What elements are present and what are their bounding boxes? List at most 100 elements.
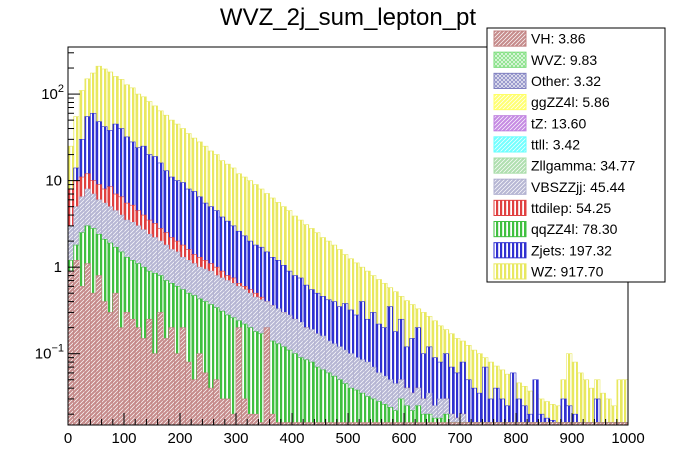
bar-zjets — [510, 372, 517, 426]
bar-vh — [202, 372, 209, 426]
legend-entry-tz: tZ: 13.60 — [531, 115, 586, 131]
bar-zjets — [476, 392, 483, 426]
legend-swatch-other — [493, 72, 527, 90]
bar-qqzz4l — [252, 331, 259, 426]
bar-vh — [263, 327, 270, 426]
bar-vh — [146, 318, 153, 426]
y-tick-label: 1 — [54, 259, 62, 276]
legend-entry-zllgamma: Zllgamma: 34.77 — [531, 158, 635, 174]
bar-zjets — [594, 398, 601, 426]
bar-zjets — [470, 387, 478, 426]
bar-vh — [213, 379, 220, 426]
bar-qqzz4l — [302, 359, 310, 426]
legend-entry-qqzz4l: qqZZ4l: 78.30 — [531, 221, 618, 237]
bar-qqzz4l — [269, 340, 276, 426]
legend-swatch-ttdilep — [493, 199, 527, 217]
bar-qqzz4l — [370, 398, 377, 426]
bar-qqzz4l — [353, 389, 360, 426]
bar-vh — [95, 275, 102, 426]
bar-vh — [252, 413, 259, 426]
legend-swatch-ggzz4l — [493, 94, 527, 111]
bar-zjets — [532, 379, 539, 426]
bar-qqzz4l — [347, 387, 354, 426]
bar-zjets — [487, 398, 494, 426]
bar-qqzz4l — [398, 398, 405, 426]
bar-zjets — [504, 405, 511, 426]
bar-zjets — [515, 398, 522, 426]
x-tick-label: 800 — [503, 430, 528, 447]
bar-qqzz4l — [291, 353, 298, 426]
x-tick-label: 600 — [391, 430, 416, 447]
bar-vh — [140, 338, 147, 426]
bar-vh — [224, 398, 231, 426]
y-tick-label: 10−1 — [35, 343, 64, 363]
y-tick-label: 102 — [41, 83, 64, 103]
bar-vh — [174, 353, 181, 426]
legend-swatch-zjets — [493, 242, 527, 259]
x-tick-label: 400 — [279, 430, 304, 447]
bar-vh — [235, 327, 242, 426]
bar-vh — [230, 413, 237, 426]
bar-zjets — [454, 372, 461, 426]
bar-qqzz4l — [308, 361, 315, 426]
x-tick-label: 900 — [559, 430, 584, 447]
x-tick-label: 300 — [223, 430, 248, 447]
bar-vh — [101, 301, 108, 426]
bar-wz — [588, 387, 595, 426]
bar-zjets — [465, 379, 472, 426]
bar-wz — [622, 379, 629, 426]
x-tick-label: 0 — [64, 430, 72, 447]
bar-vh — [218, 398, 226, 426]
bar-qqzz4l — [414, 405, 422, 426]
x-tick-label: 500 — [335, 430, 360, 447]
bar-qqzz4l — [358, 392, 366, 426]
bar-wz — [577, 372, 584, 426]
legend-swatch-tz — [493, 115, 527, 132]
legend-swatch-wvz — [493, 51, 527, 68]
bar-qqzz4l — [286, 349, 293, 426]
legend-swatch-qqzz4l — [493, 221, 527, 238]
bar-qqzz4l — [230, 317, 237, 426]
bar-qqzz4l — [258, 333, 265, 426]
legend-entry-ggzz4l: ggZZ4l: 5.86 — [531, 94, 610, 110]
bar-vh — [134, 327, 142, 426]
bar-wz — [554, 405, 562, 426]
x-tick-label: 200 — [167, 430, 192, 447]
bar-zjets — [566, 405, 573, 426]
legend-swatch-vbszzjj — [493, 178, 527, 195]
x-tick-label: 1000 — [611, 430, 644, 447]
bar-qqzz4l — [403, 405, 410, 426]
bar-qqzz4l — [336, 379, 343, 426]
bar-qqzz4l — [297, 357, 304, 426]
legend-swatch-wz — [493, 263, 527, 280]
bar-zjets — [521, 405, 528, 426]
bar-vh — [123, 312, 130, 426]
legend-swatch-vh — [493, 30, 527, 47]
x-tick-label: 100 — [111, 430, 136, 447]
bar-vh — [73, 260, 80, 426]
legend-box — [486, 27, 666, 283]
bar-wz — [599, 392, 606, 426]
bar-qqzz4l — [314, 366, 321, 426]
bar-vh — [269, 413, 276, 426]
legend-entry-ttdilep: ttdilep: 54.25 — [531, 200, 611, 216]
bar-qqzz4l — [325, 372, 332, 426]
bar-qqzz4l — [342, 383, 349, 426]
bar-vh — [118, 327, 125, 426]
legend-entry-vh: VH: 3.86 — [531, 31, 586, 47]
legend-entry-vbszzjj: VBSZZjj: 45.44 — [531, 179, 625, 195]
y-axis: 102 10 1 10−1 — [35, 52, 80, 415]
bar-zjets — [498, 398, 506, 426]
bar-qqzz4l — [381, 404, 388, 426]
bar-vh — [67, 270, 74, 426]
bar-qqzz4l — [280, 346, 287, 426]
bar-qqzz4l — [319, 369, 326, 426]
bar-qqzz4l — [375, 401, 382, 426]
bar-zjets — [482, 366, 489, 426]
legend-entry-wvz: WVZ: 9.83 — [531, 52, 597, 68]
bar-wz — [610, 405, 618, 426]
bar-vh — [112, 292, 119, 426]
legend-entry-ttll: ttll: 3.42 — [531, 136, 580, 152]
